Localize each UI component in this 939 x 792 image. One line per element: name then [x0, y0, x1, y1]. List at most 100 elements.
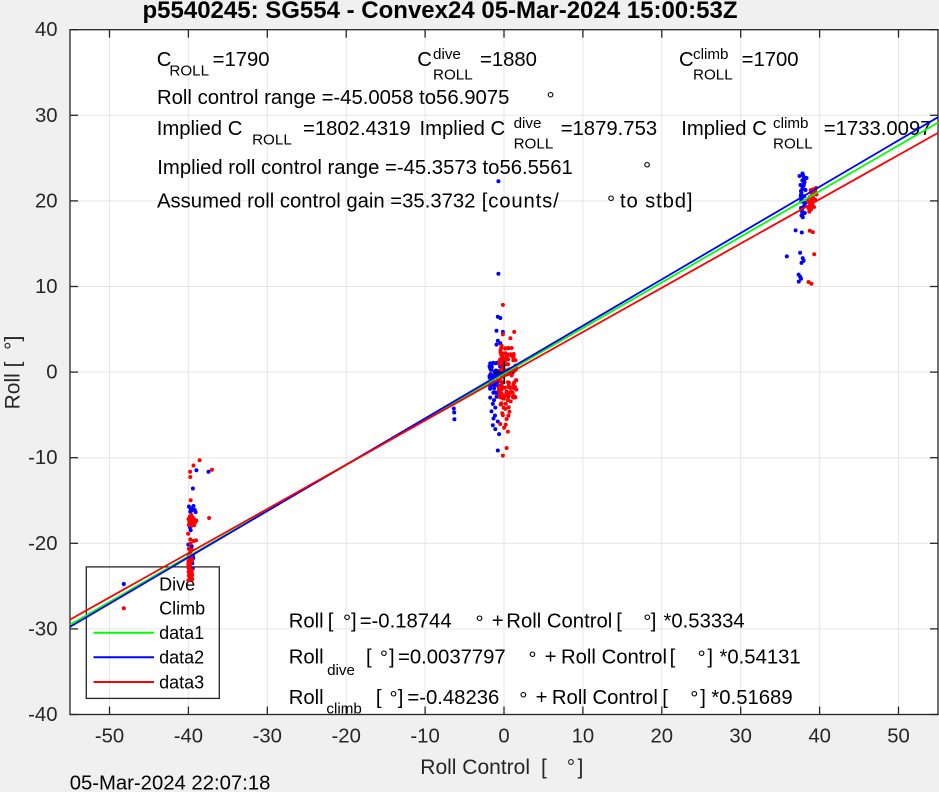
svg-text:ROLL: ROLL: [252, 132, 292, 149]
svg-text:20: 20: [35, 190, 58, 212]
svg-text:°: °: [390, 688, 398, 710]
svg-text:-30: -30: [253, 726, 282, 748]
svg-text:climb: climb: [773, 115, 808, 132]
svg-text:10: 10: [572, 726, 595, 748]
svg-text:40: 40: [808, 726, 831, 748]
svg-text:Roll: Roll: [289, 611, 324, 633]
svg-text:+: +: [492, 611, 504, 633]
svg-text:-40: -40: [174, 726, 203, 748]
svg-text:50: 50: [887, 726, 910, 748]
svg-text:[counts/: [counts/: [482, 191, 560, 213]
svg-text:20: 20: [651, 726, 674, 748]
svg-text:-30: -30: [28, 618, 57, 640]
svg-text:ROLL: ROLL: [169, 63, 209, 80]
svg-text:Roll Control: Roll Control: [420, 756, 530, 779]
svg-text:ROLL: ROLL: [693, 67, 733, 84]
svg-text:ROLL: ROLL: [433, 67, 473, 84]
svg-text:to stbd]: to stbd]: [620, 191, 693, 213]
svg-text:dive: dive: [514, 115, 542, 132]
svg-text:°: °: [698, 648, 706, 670]
svg-text:°: °: [643, 612, 651, 634]
svg-text:=1790: =1790: [213, 49, 270, 71]
svg-text:[: [: [376, 687, 382, 709]
svg-text:°: °: [519, 689, 527, 711]
svg-text:]: ]: [707, 647, 713, 669]
svg-text:*0.51689: *0.51689: [711, 687, 792, 709]
svg-text:]: ]: [398, 687, 404, 709]
svg-text:dive: dive: [433, 46, 461, 63]
svg-text:Implied C: Implied C: [681, 118, 767, 140]
svg-text:-50: -50: [95, 726, 124, 748]
svg-text:-20: -20: [332, 726, 361, 748]
svg-text:°: °: [690, 688, 698, 710]
svg-text:10: 10: [35, 276, 58, 298]
svg-text:C: C: [157, 49, 172, 71]
svg-text:0: 0: [46, 362, 57, 384]
svg-text:°: °: [528, 649, 536, 671]
svg-text:=-0.18744: =-0.18744: [360, 611, 452, 633]
svg-text:C: C: [679, 49, 694, 71]
svg-text:*0.53334: *0.53334: [664, 611, 745, 633]
svg-text:Roll Control: Roll Control: [506, 611, 612, 633]
svg-text:-10: -10: [28, 447, 57, 469]
svg-text:Implied C: Implied C: [157, 118, 243, 140]
svg-text:[: [: [366, 647, 372, 669]
svg-text:°: °: [547, 89, 555, 111]
svg-text:=1879.753: =1879.753: [561, 118, 657, 140]
svg-text:dive: dive: [327, 662, 355, 679]
svg-text:Assumed roll control gain: Assumed roll control gain: [157, 191, 385, 213]
svg-text:-40: -40: [28, 704, 57, 726]
svg-text:p5540245: SG554 - Convex24 05-: p5540245: SG554 - Convex24 05-Mar-2024 1…: [142, 0, 737, 24]
svg-text:Roll Control: Roll Control: [552, 687, 658, 709]
svg-text:]: ]: [700, 687, 706, 709]
svg-text:°: °: [567, 756, 575, 779]
svg-text:=1802.4319: =1802.4319: [303, 118, 411, 140]
svg-text:]: ]: [351, 611, 357, 633]
svg-text:]: ]: [651, 611, 657, 633]
svg-text:°: °: [643, 159, 651, 181]
svg-text:[: [: [670, 647, 676, 669]
svg-text:=1880: =1880: [480, 49, 537, 71]
svg-text:=0.0037797: =0.0037797: [398, 647, 506, 669]
svg-text:05-Mar-2024 22:07:18: 05-Mar-2024 22:07:18: [70, 773, 271, 792]
svg-text:[: [: [541, 756, 547, 779]
svg-text:Roll: Roll: [289, 687, 324, 709]
svg-text:*0.54131: *0.54131: [720, 647, 801, 669]
svg-text:Roll: Roll: [289, 647, 324, 669]
svg-text:30: 30: [35, 105, 58, 127]
svg-text:Climb: Climb: [159, 599, 205, 619]
svg-text:Dive: Dive: [159, 575, 195, 595]
svg-text:+: +: [536, 687, 548, 709]
svg-text:[: [: [328, 611, 334, 633]
svg-text:Roll [ °]: Roll [ °]: [2, 336, 25, 410]
svg-text:]: ]: [578, 756, 584, 779]
svg-text:data1: data1: [159, 623, 204, 643]
svg-text:ROLL: ROLL: [773, 136, 813, 153]
svg-text:]: ]: [389, 647, 395, 669]
svg-text:data3: data3: [159, 672, 204, 692]
svg-text:-20: -20: [28, 533, 57, 555]
svg-text:°: °: [343, 612, 351, 634]
svg-text:[: [: [662, 687, 668, 709]
svg-text:0: 0: [498, 726, 509, 748]
svg-text:Implied roll control range =-4: Implied roll control range =-45.3573 to5…: [157, 157, 572, 179]
svg-text:=1733.0097: =1733.0097: [824, 118, 932, 140]
svg-text:°: °: [607, 193, 615, 215]
svg-text:=35.3732: =35.3732: [390, 191, 475, 213]
svg-text:C: C: [417, 49, 432, 71]
svg-text:-10: -10: [410, 726, 439, 748]
svg-text:40: 40: [35, 19, 58, 41]
svg-text:[: [: [616, 611, 622, 633]
svg-text:Implied C: Implied C: [420, 118, 506, 140]
svg-text:climb: climb: [326, 701, 361, 718]
svg-text:30: 30: [729, 726, 752, 748]
svg-text:=1700: =1700: [742, 49, 799, 71]
svg-text:=-0.48236: =-0.48236: [407, 687, 499, 709]
svg-text:Roll Control: Roll Control: [561, 647, 667, 669]
svg-text:°: °: [476, 613, 484, 635]
svg-text:+: +: [545, 647, 557, 669]
svg-text:ROLL: ROLL: [514, 136, 554, 153]
svg-text:data2: data2: [159, 648, 204, 668]
svg-text:climb: climb: [693, 46, 728, 63]
svg-text:Roll control range =-45.0058 t: Roll control range =-45.0058 to56.9075: [157, 87, 509, 109]
